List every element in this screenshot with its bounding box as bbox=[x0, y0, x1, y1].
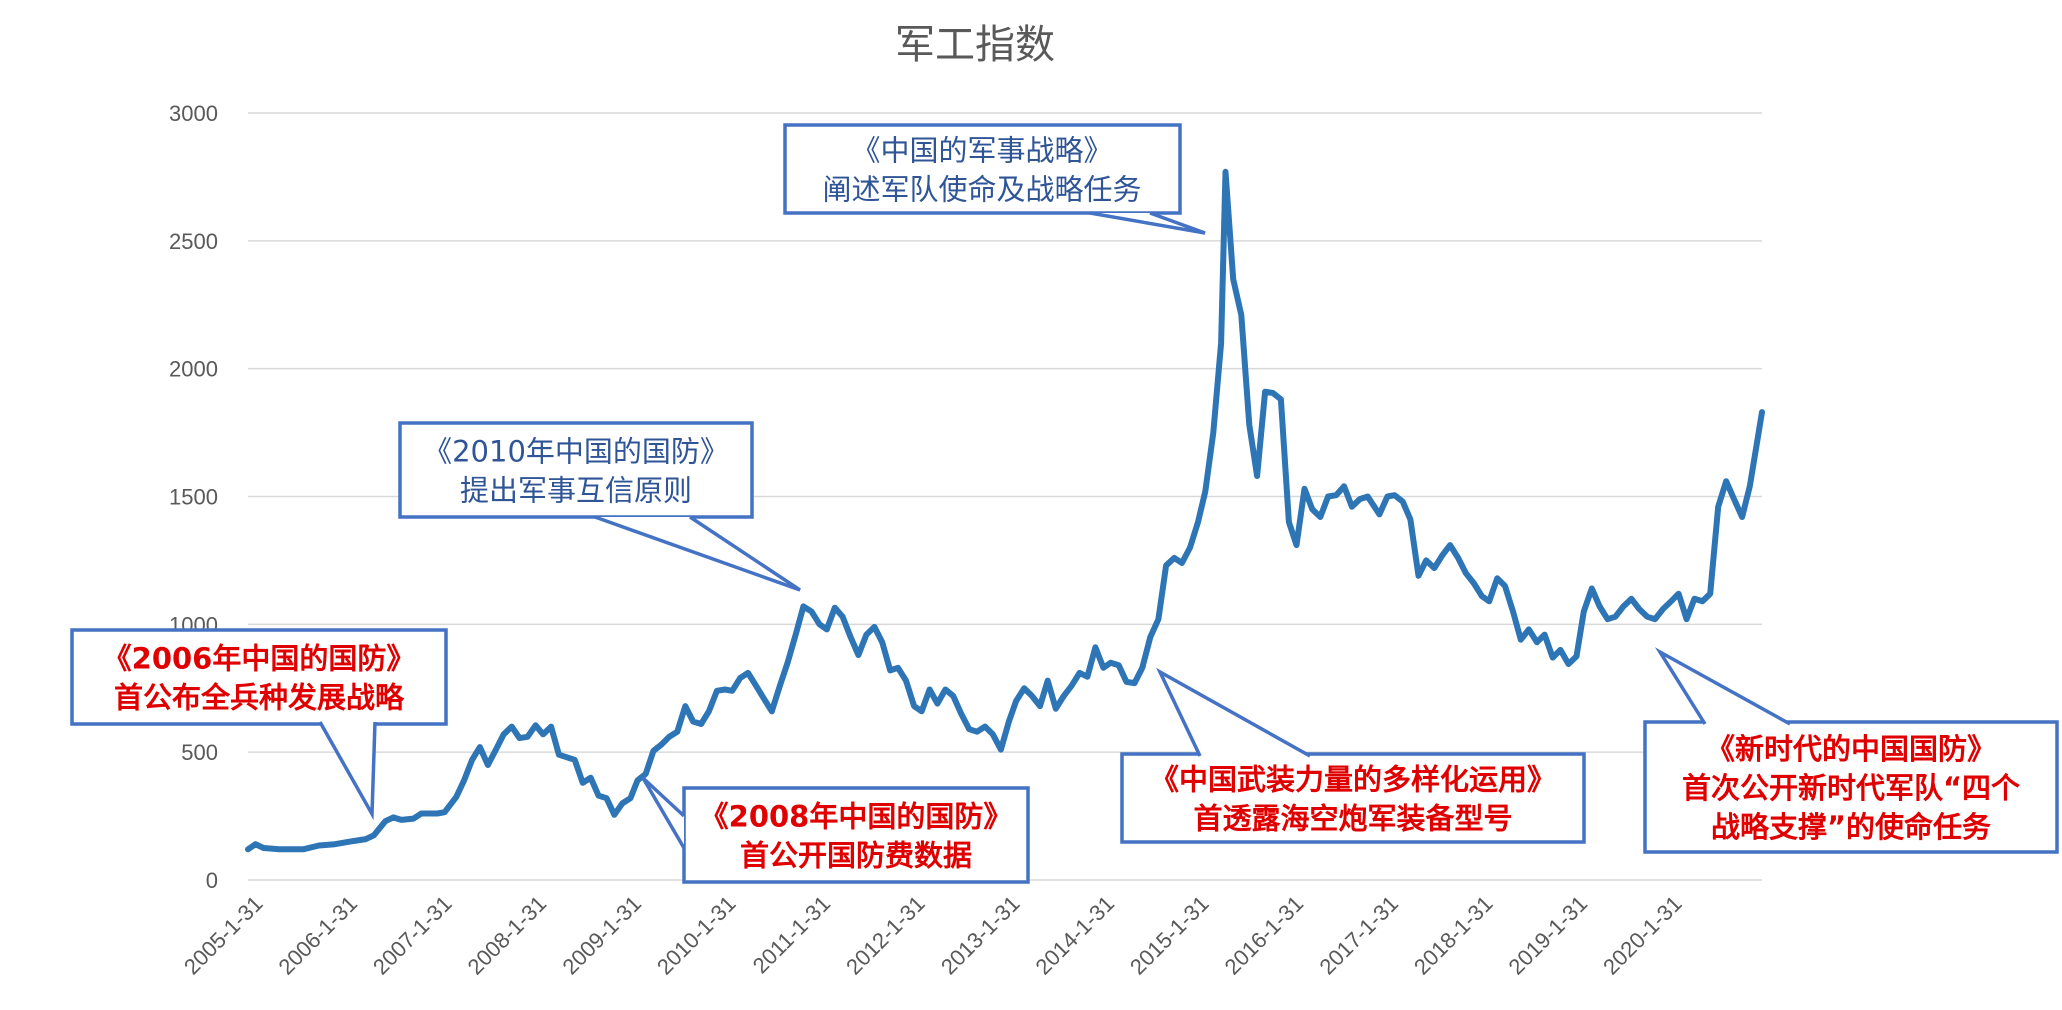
annotations: 《2006年中国的国防》首公布全兵种发展战略《2008年中国的国防》首公开国防费… bbox=[70, 123, 2059, 884]
callout-pointer bbox=[1654, 647, 1791, 726]
callout-text: 《中国武装力量的多样化运用》 bbox=[1150, 763, 1556, 797]
y-tick-label: 2500 bbox=[169, 229, 218, 254]
callout-text: 阐述军队使命及战略任务 bbox=[822, 173, 1141, 207]
y-tick-label: 500 bbox=[181, 740, 218, 765]
series-line bbox=[245, 168, 1765, 853]
callout-a2010: 《2010年中国的国防》提出军事互信原则 bbox=[398, 421, 801, 592]
callout-text: 首公开国防费数据 bbox=[740, 839, 972, 873]
callout-a2013: 《中国武装力量的多样化运用》首透露海空炮军装备型号 bbox=[1120, 667, 1586, 844]
callout-box bbox=[1643, 720, 2059, 854]
y-tick-label: 0 bbox=[206, 868, 218, 893]
callout-box bbox=[682, 786, 1030, 884]
callout-pointer bbox=[1156, 667, 1311, 758]
callout-a2006: 《2006年中国的国防》首公布全兵种发展战略 bbox=[70, 628, 448, 821]
callout-box bbox=[398, 421, 754, 519]
chart-title: 军工指数 bbox=[895, 22, 1055, 68]
callout-text: 《新时代的中国国防》 bbox=[1706, 732, 1996, 766]
callout-text: 《2006年中国的国防》 bbox=[103, 642, 416, 676]
callout-pointer bbox=[641, 776, 686, 849]
callout-text: 《中国的军事战略》 bbox=[851, 134, 1112, 168]
y-tick-label: 2000 bbox=[169, 357, 218, 382]
callout-pointer bbox=[594, 515, 801, 592]
callout-a2015: 《中国的军事战略》阐述军队使命及战略任务 bbox=[783, 123, 1206, 235]
callout-text: 《2010年中国的国防》 bbox=[423, 435, 729, 469]
callout-pointer bbox=[1089, 211, 1206, 235]
callout-box bbox=[1120, 752, 1586, 844]
callout-text: 战略支撑”的使命任务 bbox=[1711, 810, 1991, 844]
callout-text: 首次公开新时代军队“四个 bbox=[1682, 771, 2021, 805]
callout-text: 提出军事互信原则 bbox=[460, 474, 692, 508]
y-tick-label: 1500 bbox=[169, 485, 218, 510]
callout-box bbox=[70, 628, 448, 726]
callout-text: 《2008年中国的国防》 bbox=[700, 800, 1013, 834]
callout-pointer bbox=[318, 721, 377, 821]
y-tick-label: 3000 bbox=[169, 101, 218, 126]
callout-text: 首透露海空炮军装备型号 bbox=[1193, 802, 1512, 836]
callout-text: 首公布全兵种发展战略 bbox=[114, 681, 405, 715]
callout-a2008: 《2008年中国的国防》首公开国防费数据 bbox=[641, 776, 1030, 884]
callout-box bbox=[783, 123, 1182, 215]
